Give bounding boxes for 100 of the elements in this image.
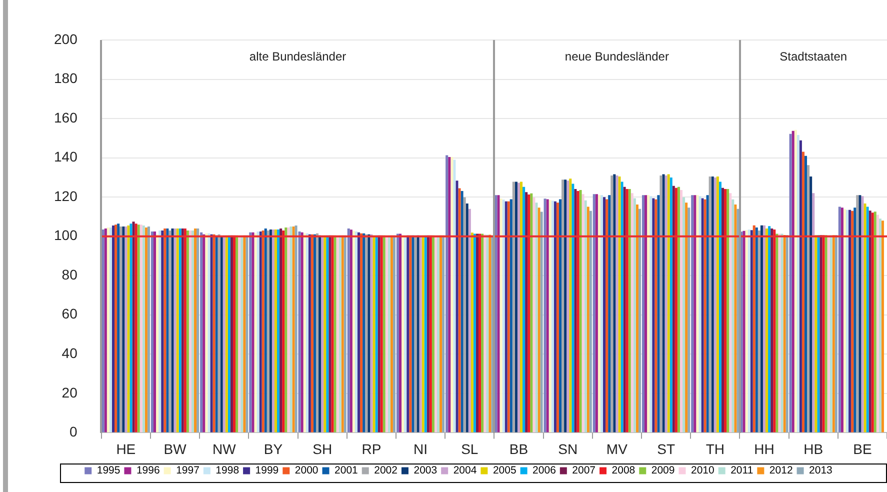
bar: [660, 175, 662, 432]
bar: [820, 235, 822, 432]
bar: [350, 230, 352, 432]
bar: [824, 235, 828, 432]
bar: [372, 235, 376, 432]
bar: [171, 228, 174, 432]
bar: [230, 235, 233, 432]
bar: [670, 177, 672, 432]
bar: [799, 140, 802, 432]
x-tick-label: SL: [461, 440, 478, 457]
bar: [426, 235, 430, 432]
bar: [259, 231, 262, 432]
bar: [298, 231, 301, 432]
bar: [672, 186, 675, 432]
x-tick-label: BB: [509, 440, 528, 457]
bar: [130, 224, 132, 432]
legend-label: 2002: [374, 464, 398, 477]
bar: [626, 189, 628, 432]
bar: [178, 228, 182, 432]
bar: [871, 212, 874, 432]
bar: [827, 235, 830, 432]
bar: [576, 190, 580, 432]
bar: [240, 235, 244, 432]
bar: [708, 176, 712, 432]
bar: [272, 229, 274, 432]
bar: [390, 235, 393, 432]
bar: [858, 195, 862, 432]
bar: [424, 235, 427, 432]
bar: [117, 224, 120, 432]
bar: [650, 196, 652, 432]
bar: [630, 193, 634, 432]
y-tick-label: 100: [54, 227, 78, 244]
bar: [277, 229, 280, 432]
bar: [380, 235, 383, 432]
legend-label: 1997: [176, 464, 200, 477]
bar: [874, 212, 876, 432]
bar: [500, 198, 502, 432]
bar: [150, 231, 154, 432]
bar: [114, 224, 118, 432]
bar: [794, 130, 797, 432]
bar: [225, 235, 228, 432]
bar: [476, 234, 478, 432]
bar: [402, 235, 404, 432]
bar: [306, 233, 308, 432]
bar: [331, 235, 334, 432]
bar: [758, 230, 760, 432]
bar: [584, 200, 587, 432]
bar: [564, 180, 567, 432]
bar: [691, 195, 694, 432]
x-tick-label: HH: [754, 440, 774, 457]
bar: [848, 210, 852, 432]
legend-label: 2011: [730, 464, 754, 477]
legend-label: 1995: [96, 464, 120, 477]
bar: [406, 235, 410, 432]
bar: [488, 234, 492, 432]
bar: [368, 234, 370, 432]
bar: [592, 194, 596, 432]
bar: [644, 195, 648, 432]
bar: [134, 224, 138, 432]
y-tick-label: 120: [54, 188, 78, 204]
bar: [762, 225, 766, 432]
bar: [392, 235, 396, 432]
bar: [796, 135, 800, 432]
bar: [778, 234, 781, 432]
bar: [448, 157, 451, 432]
bar: [647, 195, 650, 432]
bar: [579, 190, 582, 432]
bar: [776, 234, 778, 432]
bar: [745, 230, 748, 432]
bar: [385, 235, 388, 432]
bar: [606, 199, 608, 432]
bar: [220, 236, 223, 432]
bar: [208, 233, 210, 432]
legend-label: 2008: [612, 464, 636, 477]
bar: [174, 228, 176, 432]
annotation: neue Bundesländer: [564, 49, 669, 64]
bar: [112, 226, 115, 432]
bar: [620, 182, 624, 432]
bar: [200, 232, 203, 432]
bar: [484, 234, 486, 432]
bar: [238, 235, 241, 432]
x-tick-label: HB: [804, 440, 824, 457]
bar: [616, 175, 618, 432]
bar: [468, 208, 471, 432]
bar: [176, 228, 179, 432]
bar: [194, 228, 197, 432]
bar: [142, 226, 145, 432]
bar: [752, 225, 756, 432]
x-tick-label: BY: [264, 440, 284, 457]
bar: [572, 184, 574, 432]
bar: [313, 234, 316, 432]
bar: [574, 189, 577, 432]
bar: [856, 195, 859, 432]
bar: [156, 234, 159, 432]
bar: [846, 210, 849, 432]
bar: [188, 230, 192, 432]
bar: [264, 228, 267, 432]
bar: [222, 235, 226, 432]
bar: [704, 199, 706, 432]
bar: [104, 228, 107, 432]
